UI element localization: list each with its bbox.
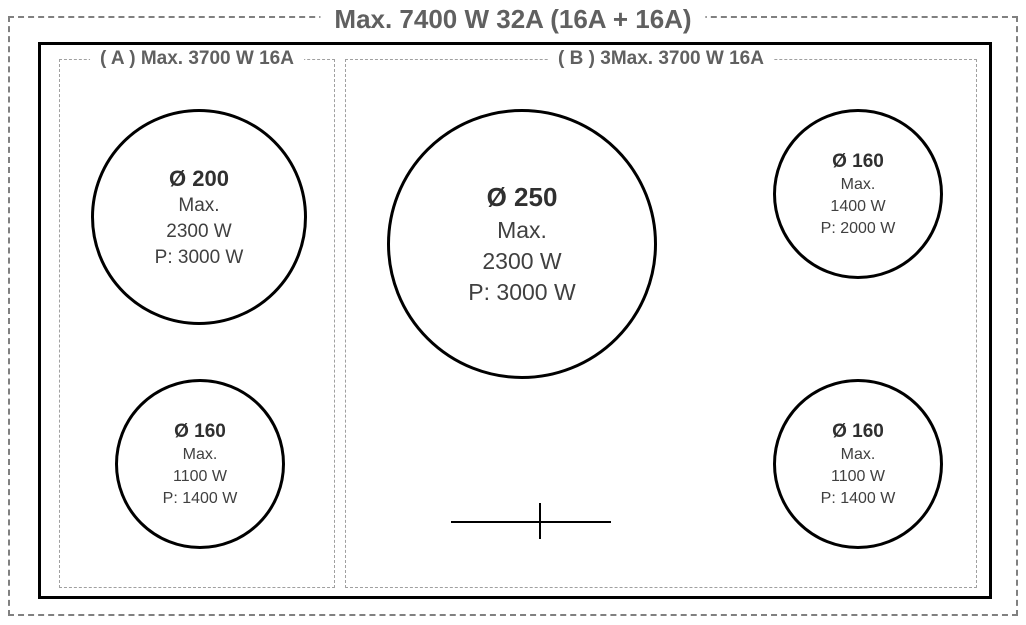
burner-diameter: Ø 160 bbox=[832, 149, 884, 175]
burner-b-center: Ø 250 Max. 2300 W P: 3000 W bbox=[387, 109, 657, 379]
burner-max-label: Max. bbox=[178, 193, 219, 219]
burner-p-value: P: 1400 W bbox=[163, 488, 238, 510]
burner-p-value: P: 3000 W bbox=[468, 277, 575, 308]
zone-a-title: ( A ) Max. 3700 W 16A bbox=[90, 48, 304, 70]
burner-b-top-right: Ø 160 Max. 1400 W P: 2000 W bbox=[773, 109, 943, 279]
burner-p-value: P: 2000 W bbox=[821, 218, 896, 240]
burner-max-label: Max. bbox=[183, 444, 218, 466]
burner-diameter: Ø 160 bbox=[174, 419, 226, 445]
control-cross-horizontal bbox=[451, 521, 611, 523]
cooktop-frame: ( A ) Max. 3700 W 16A ( B ) 3Max. 3700 W… bbox=[38, 42, 992, 599]
outer-title: Max. 7400 W 32A (16A + 16A) bbox=[320, 4, 705, 35]
burner-p-value: P: 3000 W bbox=[155, 245, 244, 271]
burner-max-label: Max. bbox=[497, 215, 547, 246]
outer-dashed-frame: Max. 7400 W 32A (16A + 16A) ( A ) Max. 3… bbox=[8, 16, 1018, 616]
burner-p-value: P: 1400 W bbox=[821, 488, 896, 510]
burner-a-top: Ø 200 Max. 2300 W P: 3000 W bbox=[91, 109, 307, 325]
burner-max-value: 2300 W bbox=[482, 246, 561, 277]
burner-max-value: 1400 W bbox=[830, 196, 885, 218]
burner-max-value: 2300 W bbox=[166, 219, 231, 245]
burner-diameter: Ø 160 bbox=[832, 419, 884, 445]
control-cross-vertical bbox=[539, 503, 541, 539]
burner-max-label: Max. bbox=[841, 174, 876, 196]
zone-b-title: ( B ) 3Max. 3700 W 16A bbox=[548, 48, 774, 70]
burner-b-bottom-right: Ø 160 Max. 1100 W P: 1400 W bbox=[773, 379, 943, 549]
burner-diameter: Ø 250 bbox=[487, 180, 558, 215]
burner-max-value: 1100 W bbox=[831, 466, 885, 488]
burner-max-value: 1100 W bbox=[173, 466, 227, 488]
burner-diameter: Ø 200 bbox=[169, 164, 229, 194]
burner-a-bottom: Ø 160 Max. 1100 W P: 1400 W bbox=[115, 379, 285, 549]
burner-max-label: Max. bbox=[841, 444, 876, 466]
